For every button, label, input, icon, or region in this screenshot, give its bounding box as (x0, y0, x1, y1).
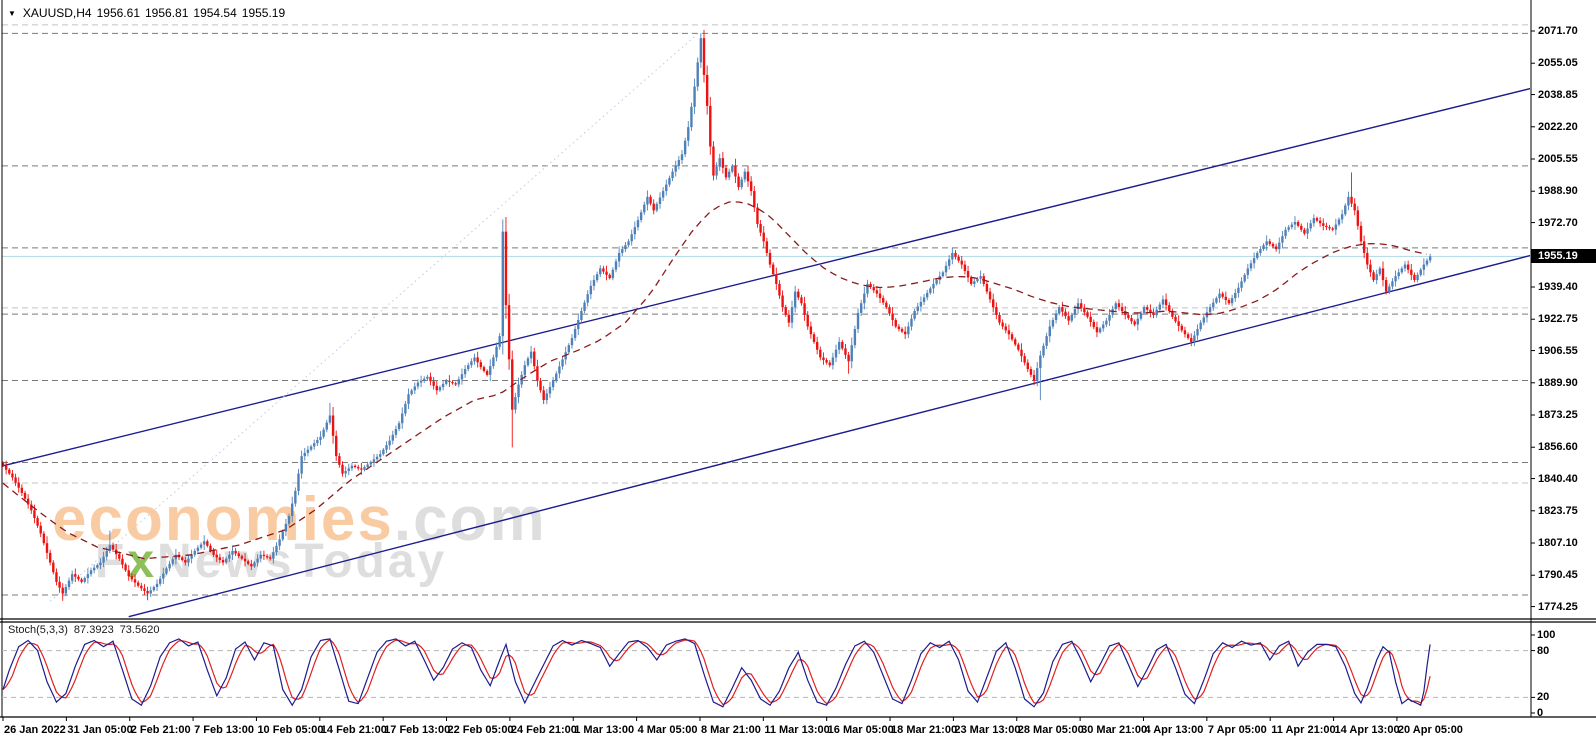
date-axis-label: 14 Apr 13:00 (1334, 724, 1400, 736)
stochastic-d-value: 73.5620 (119, 624, 160, 636)
stoch-axis-label: 20 (1537, 691, 1550, 704)
moving-average-line[interactable] (2, 201, 1428, 560)
price-axis-label: 1988.90 (1538, 185, 1578, 198)
price-axis-label: 1939.40 (1538, 281, 1578, 293)
price-axis-label: 1889.90 (1538, 376, 1578, 389)
date-axis-label: 18 Mar 21:00 (891, 724, 958, 736)
fib-primary-lines (2, 32, 1530, 596)
date-axis-label: 14 Feb 21:00 (320, 724, 387, 736)
current-price-badge: 1955.19 (1531, 249, 1596, 264)
price-axis-label: 2055.05 (1538, 57, 1578, 70)
candlestick-series (2, 29, 1432, 601)
price-axis-label: 2038.85 (1538, 88, 1578, 101)
stochastic-name: Stoch(5,3,3) (8, 624, 68, 636)
symbol-name: XAUUSD,H4 (22, 6, 92, 20)
stoch-axis-label: 80 (1537, 644, 1550, 657)
upper-channel-line[interactable] (2, 87, 1531, 467)
price-axis-label: 1873.25 (1538, 409, 1578, 421)
stoch-main-line (2, 638, 1431, 708)
price-axis-label: 2022.20 (1538, 120, 1578, 133)
date-axis-label: 10 Feb 05:00 (257, 724, 324, 736)
date-axis-label: 26 Jan 2022 (4, 724, 66, 736)
date-axis-label: 7 Feb 13:00 (194, 724, 254, 736)
price-axis-label: 1790.45 (1538, 569, 1578, 582)
ohlc-close: 1955.19 (241, 6, 286, 20)
date-axis-label: 4 Mar 05:00 (637, 724, 698, 736)
ohlc-high: 1956.81 (145, 6, 189, 20)
date-axis-label: 17 Feb 13:00 (384, 724, 451, 736)
date-axis-label: 11 Apr 21:00 (1271, 724, 1336, 736)
price-axis-label: 2005.55 (1538, 153, 1578, 165)
stoch-axis-label: 0 (1537, 707, 1544, 719)
price-axis-label: 1840.40 (1538, 472, 1578, 485)
lower-channel-line[interactable] (128, 253, 1540, 618)
date-axis-label: 16 Mar 05:00 (827, 724, 894, 736)
date-axis-label: 22 Feb 05:00 (447, 724, 514, 736)
ohlc-open: 1956.61 (96, 6, 140, 20)
date-axis-label: 4 Apr 13:00 (1144, 724, 1204, 736)
price-axis-label: 1823.75 (1538, 504, 1578, 517)
date-axis-label: 28 Mar 05:00 (1017, 724, 1084, 736)
price-axis-label: 1922.75 (1538, 313, 1578, 326)
date-axis-label: 1 Mar 13:00 (574, 724, 635, 736)
date-axis-label: 8 Mar 21:00 (700, 724, 761, 736)
price-axis-label: 1774.25 (1538, 600, 1578, 613)
stochastic-title: Stoch(5,3,3) 87.3923 73.5620 (8, 624, 159, 636)
date-axis-label: 31 Jan 05:00 (67, 724, 133, 736)
symbol-dropdown-arrow[interactable]: ▼ (8, 8, 16, 18)
date-axis-label: 7 Apr 05:00 (1207, 724, 1267, 736)
date-axis-label: 2 Feb 21:00 (130, 724, 191, 736)
price-axis-label: 2071.70 (1538, 25, 1578, 37)
stochastic-k-value: 87.3923 (73, 624, 114, 636)
ohlc-low: 1954.54 (193, 6, 237, 20)
date-axis-label: 24 Feb 21:00 (510, 724, 577, 736)
watermark-brand-text: economies (52, 485, 394, 554)
price-axis-label: 1856.60 (1538, 441, 1578, 454)
date-axis-label: 23 Mar 13:00 (954, 724, 1021, 736)
dotted-support-line[interactable] (49, 30, 702, 602)
watermark-brand: economies.com (52, 484, 547, 555)
date-axis-label: 11 Mar 13:00 (764, 724, 830, 736)
chart-title-bar: ▼ XAUUSD,H4 1956.61 1956.81 1954.54 1955… (8, 6, 285, 20)
date-axis-label: 20 Apr 05:00 (1397, 724, 1463, 736)
price-axis-label: 1807.10 (1538, 537, 1578, 549)
price-axis-label: 1906.55 (1538, 344, 1578, 357)
stoch-axis-label: 100 (1537, 629, 1556, 641)
date-axis-label: 30 Mar 21:00 (1081, 724, 1148, 736)
stoch-signal-line (2, 638, 1431, 706)
fib-secondary-lines (2, 24, 1530, 484)
price-axis-label: 1972.70 (1538, 216, 1578, 229)
